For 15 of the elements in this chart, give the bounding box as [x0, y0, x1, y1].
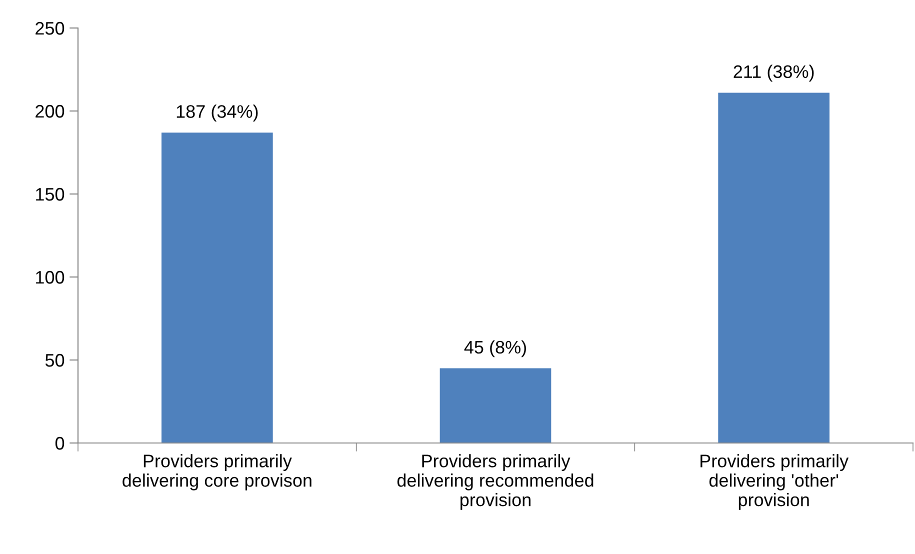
- y-tick-label: 200: [36, 104, 64, 118]
- bar: [162, 132, 273, 443]
- data-label: 45 (8%): [464, 340, 526, 358]
- y-tick-label: 0: [55, 436, 64, 450]
- bar: [718, 92, 830, 443]
- data-label: 187 (34%): [176, 104, 258, 122]
- y-tick-label: 100: [36, 270, 64, 284]
- data-label: 211 (38%): [734, 64, 814, 82]
- y-tick-label: 150: [36, 188, 64, 201]
- x-tick-label: Providers primarily delivering core provison: [122, 454, 312, 490]
- bar: [440, 368, 552, 443]
- y-tick-label: 250: [36, 22, 64, 35]
- x-tick-label: Providers primarily delivering recommended provision: [397, 454, 594, 510]
- x-tick-label: Providers primarily delivering 'other' provision: [700, 454, 849, 510]
- y-tick-label: 50: [45, 354, 64, 367]
